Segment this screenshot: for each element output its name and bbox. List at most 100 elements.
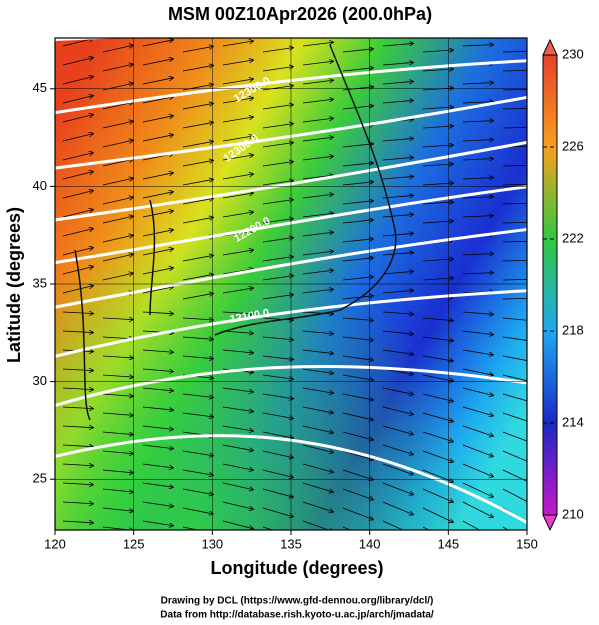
wind-arrow [502, 469, 527, 482]
wind-arrow [502, 240, 527, 243]
wind-arrow [62, 407, 93, 409]
wind-arrow [102, 318, 133, 320]
wind-arrow [142, 444, 173, 449]
wind-arrow [302, 80, 333, 85]
wind-arrow [342, 144, 373, 148]
wind-arrow [102, 431, 133, 435]
wind-arrow [222, 387, 253, 392]
wind-arrow [262, 48, 293, 53]
y-axis-label: Latitude (degrees) [4, 207, 24, 363]
wind-arrow [102, 197, 133, 205]
wind-arrow [502, 355, 527, 361]
x-tick-label: 145 [437, 536, 459, 551]
wind-arrow [102, 121, 133, 129]
wind-arrow [462, 140, 493, 141]
wind-arrow [142, 520, 173, 526]
wind-arrow [262, 355, 293, 359]
wind-arrow [422, 221, 453, 223]
wind-arrow [262, 469, 293, 477]
wind-arrow [502, 202, 527, 205]
footer: Drawing by DCL (https://www.gfd-dennou.o… [161, 596, 434, 607]
wind-arrow [182, 46, 213, 53]
wind-arrow [222, 174, 253, 180]
wind-arrow [462, 83, 493, 84]
wind-arrow [342, 49, 373, 53]
wind-arrow [382, 100, 413, 104]
wind-arrow [262, 336, 293, 340]
wind-arrow [182, 198, 213, 205]
wind-arrow [342, 393, 373, 400]
wind-arrow [342, 355, 373, 360]
wind-arrow [342, 239, 373, 243]
x-tick-label: 120 [44, 536, 66, 551]
wind-arrow [182, 103, 213, 110]
wind-arrow [502, 393, 527, 402]
wind-arrow [262, 507, 293, 517]
wind-arrow [62, 39, 93, 47]
wind-arrow [382, 387, 413, 394]
wind-arrow [262, 105, 293, 110]
wind-arrow [302, 251, 333, 256]
wind-arrow [102, 64, 133, 72]
wind-arrow [182, 217, 213, 224]
wind-arrow [342, 201, 373, 205]
wind-arrow [182, 355, 213, 359]
wind-arrow [502, 259, 527, 262]
wind-arrow [502, 88, 527, 91]
wind-arrow [342, 277, 373, 281]
wind-arrow [142, 192, 173, 199]
wind-arrow [222, 117, 253, 123]
wind-arrow [262, 200, 293, 205]
wind-arrow [102, 394, 133, 396]
wind-arrow [422, 145, 453, 147]
wind-arrow [382, 252, 413, 256]
wind-arrow [422, 507, 453, 522]
wind-arrow [62, 483, 93, 485]
wind-arrow [342, 317, 373, 320]
wind-arrow [142, 350, 173, 352]
wind-arrow [382, 157, 413, 161]
wind-arrow [62, 426, 93, 428]
wind-arrow [262, 450, 293, 458]
wind-arrow [262, 219, 293, 224]
field [55, 38, 527, 530]
wind-arrow [422, 393, 453, 401]
colorbar-label: 230 [562, 46, 584, 61]
wind-arrow [62, 248, 93, 256]
wind-arrow [102, 178, 133, 186]
wind-arrow [502, 450, 527, 462]
wind-arrow [302, 482, 333, 492]
wind-arrow [302, 194, 333, 199]
wind-arrow [422, 259, 453, 261]
wind-arrow [102, 273, 133, 281]
wind-arrow [62, 172, 93, 180]
wind-arrow [62, 331, 93, 333]
wind-arrow [62, 388, 93, 390]
wind-arrow [462, 501, 493, 517]
x-tick-label: 140 [359, 536, 381, 551]
colorbar-extend [542, 514, 558, 532]
wind-arrow [182, 469, 213, 475]
wind-arrow [262, 86, 293, 91]
wind-arrow [502, 164, 527, 167]
wind-arrow [222, 79, 253, 85]
footer: Data from http://database.rish.kyoto-u.a… [160, 610, 434, 621]
wind-arrow [302, 270, 333, 275]
wind-arrow [262, 238, 293, 243]
wind-arrow [302, 444, 333, 452]
wind-arrow [342, 526, 352, 530]
colorbar [542, 54, 558, 516]
wind-arrow [462, 102, 493, 103]
wind-arrow [182, 293, 213, 300]
y-tick-label: 35 [33, 275, 47, 290]
wind-arrow [462, 520, 481, 530]
wind-arrow [182, 84, 213, 91]
y-tick-label: 25 [33, 471, 47, 486]
wind-arrow [382, 330, 413, 334]
wind-arrow [62, 153, 93, 161]
wind-arrow [382, 43, 413, 47]
wind-arrow [342, 488, 373, 500]
wind-arrow [422, 469, 453, 482]
wind-arrow [422, 431, 453, 442]
